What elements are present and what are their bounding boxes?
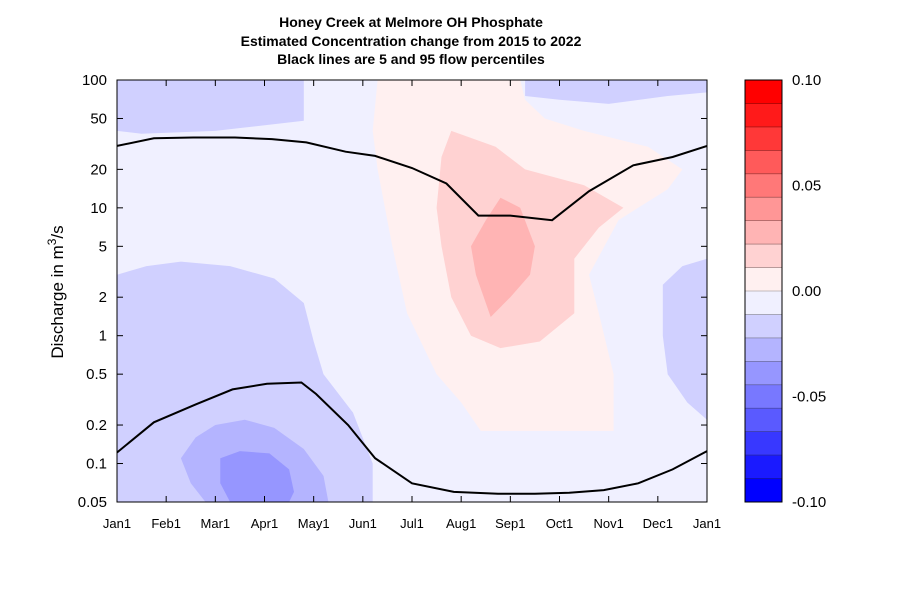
- colorbar-swatch-12: [745, 197, 782, 221]
- contour-region-1: [525, 80, 707, 104]
- y-tick-label: 0.2: [86, 417, 107, 434]
- colorbar-swatch-8: [745, 291, 782, 315]
- y-tick-label: 0.5: [86, 366, 107, 383]
- y-axis: 0.05 0.1 0.2 0.5 1 2 5 10 20 50 100: [78, 72, 707, 511]
- y-tick-label: 20: [90, 161, 107, 178]
- contour-region-0: [117, 80, 304, 134]
- y-tick-label: 100: [82, 72, 107, 89]
- x-tick-label: Oct1: [546, 516, 573, 531]
- colorbar-label: 0.05: [792, 178, 821, 195]
- x-tick-label: Jul1: [400, 516, 424, 531]
- x-tick-label: May1: [298, 516, 330, 531]
- colorbar-label: 0.00: [792, 283, 821, 300]
- percentile-line-low: [117, 381, 707, 495]
- chart-title-line-1: Honey Creek at Melmore OH Phosphate: [279, 14, 543, 30]
- colorbar-frame: [744, 79, 783, 503]
- colorbar-swatch-13: [745, 173, 782, 198]
- x-tick-label: Jan1: [693, 516, 721, 531]
- y-tick-label: 5: [99, 238, 107, 255]
- y-tick-label: 10: [90, 200, 107, 217]
- y-tick-label: 2: [99, 289, 107, 306]
- contour-region-3: [662, 258, 707, 420]
- y-axis-label-sup: 3: [45, 238, 59, 245]
- x-axis: Jan1 Feb1 Mar1 Apr1 May1 Jun1 Jul1 Aug1 Sep1 Oct1…: [103, 80, 721, 531]
- contour-region-2: [117, 261, 373, 502]
- colorbar-label: -0.05: [792, 389, 826, 406]
- colorbar-label: 0.10: [792, 72, 821, 89]
- chart-title-line-3: Black lines are 5 and 95 flow percentile…: [277, 51, 545, 67]
- colorbar-swatch-14: [745, 150, 782, 175]
- y-axis-label-tail: /s: [48, 225, 67, 238]
- colorbar-swatch-15: [745, 126, 782, 151]
- x-tick-label: Mar1: [201, 516, 231, 531]
- colorbar-swatch-1: [745, 455, 782, 479]
- y-axis-label: Discharge in m3/s: [45, 225, 67, 358]
- x-tick-label: Jun1: [349, 516, 377, 531]
- x-tick-label: Feb1: [151, 516, 181, 531]
- colorbar-swatch-10: [745, 244, 782, 268]
- colorbar-swatch-3: [745, 408, 782, 432]
- y-tick-label: 0.1: [86, 456, 107, 473]
- chart-title-line-2: Estimated Concentration change from 2015…: [241, 33, 582, 49]
- colorbar-swatch-9: [745, 267, 782, 292]
- colorbar-swatch-6: [745, 337, 782, 362]
- x-tick-label: Dec1: [643, 516, 673, 531]
- x-tick-label: Aug1: [446, 516, 476, 531]
- colorbar-swatch-7: [745, 314, 782, 339]
- contour-region-5: [220, 451, 294, 502]
- contour-regions: [117, 80, 707, 502]
- y-tick-label: 0.05: [78, 494, 107, 511]
- x-tick-label: Nov1: [593, 516, 623, 531]
- x-tick-label: Apr1: [251, 516, 278, 531]
- colorbar-swatch-2: [745, 431, 782, 456]
- colorbar-labels: 0.10 0.05 0.00 -0.05 -0.10: [792, 72, 826, 511]
- colorbar-swatch-0: [745, 478, 782, 503]
- percentile-lines: [117, 136, 707, 495]
- x-tick-label: Jan1: [103, 516, 131, 531]
- colorbar: [744, 79, 783, 503]
- colorbar-swatch-4: [745, 384, 782, 409]
- colorbar-swatch-16: [745, 103, 782, 128]
- y-axis-label-main: Discharge in m: [48, 245, 67, 358]
- contour-region-8: [471, 197, 535, 317]
- colorbar-swatch-5: [745, 361, 782, 386]
- colorbar-label: -0.10: [792, 494, 826, 511]
- y-tick-label: 1: [99, 328, 107, 345]
- percentile-line-high: [117, 136, 707, 222]
- y-tick-label: 50: [90, 110, 107, 127]
- colorbar-swatch-11: [745, 220, 782, 245]
- colorbar-swatch-17: [745, 80, 782, 104]
- x-tick-label: Sep1: [495, 516, 525, 531]
